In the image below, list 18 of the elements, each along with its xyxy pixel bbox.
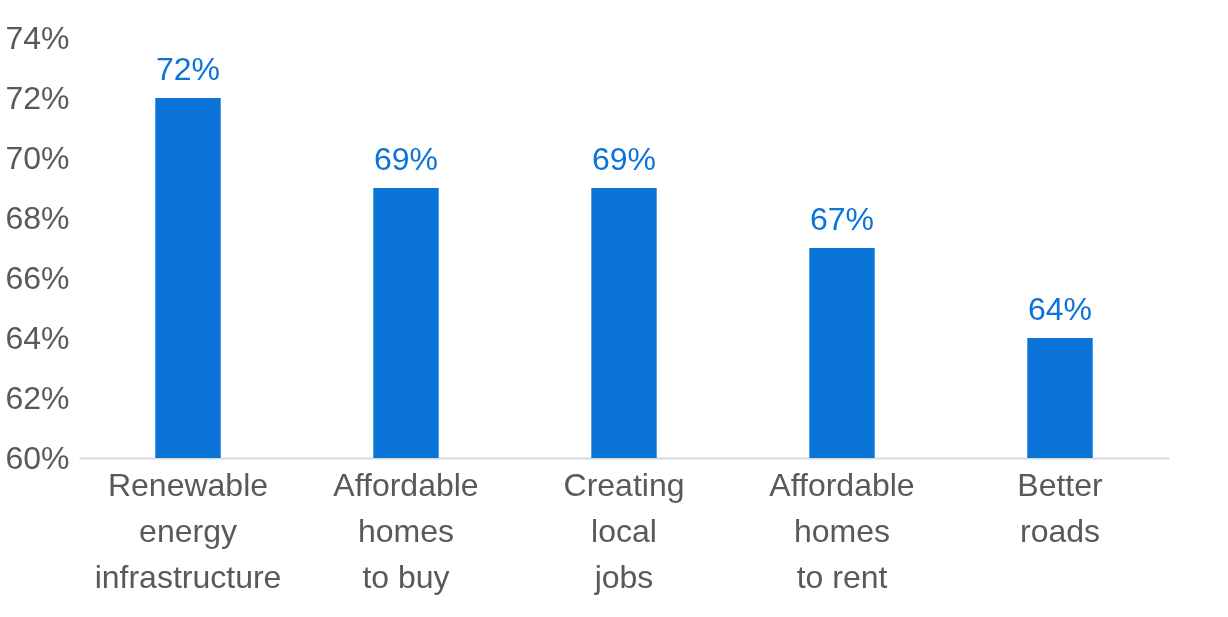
y-tick-label: 68% bbox=[5, 199, 70, 236]
x-tick-label: Creating local jobs bbox=[563, 466, 685, 595]
data-label: 67% bbox=[809, 201, 875, 237]
data-label: 64% bbox=[1027, 291, 1093, 327]
data-label: 69% bbox=[591, 141, 657, 177]
y-tick-label: 60% bbox=[5, 439, 70, 476]
x-tick-label: Affordable homes to buy bbox=[333, 466, 479, 595]
y-tick-label: 70% bbox=[5, 139, 70, 176]
y-tick-label: 72% bbox=[5, 79, 70, 116]
data-label: 69% bbox=[373, 141, 439, 177]
y-tick-label: 64% bbox=[5, 319, 70, 356]
x-tick-label: Renewable energy infrastructure bbox=[94, 466, 282, 595]
y-tick-label: 62% bbox=[5, 379, 70, 416]
data-label: 72% bbox=[155, 51, 221, 87]
y-tick-label: 74% bbox=[5, 19, 70, 56]
x-tick-label: Better roads bbox=[1017, 466, 1104, 549]
x-tick-label: Affordable homes to rent bbox=[769, 466, 915, 595]
y-tick-label: 66% bbox=[5, 259, 70, 296]
